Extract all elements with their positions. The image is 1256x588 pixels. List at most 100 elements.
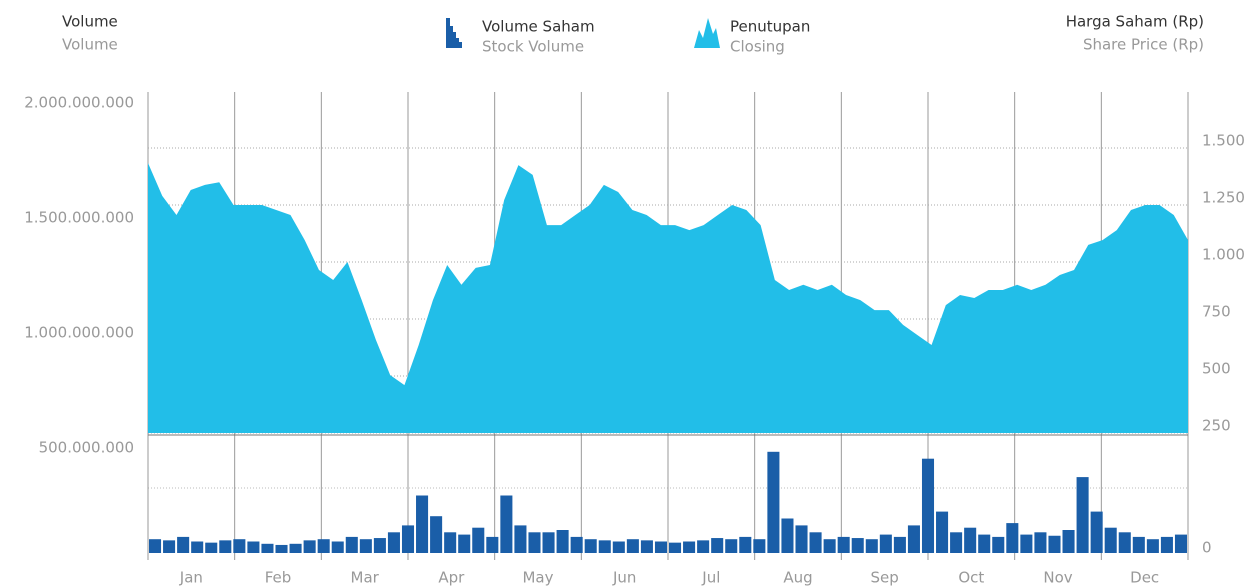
legend-label-alt: Stock Volume [482,38,584,56]
volume-bar [1006,523,1019,553]
volume-bar [570,536,583,553]
x-tick-label: May [522,569,553,587]
volume-bar [500,495,513,553]
legend-icon [694,18,720,48]
volume-bar [359,539,372,553]
volume-bar [964,527,977,553]
volume-bar [303,540,316,553]
y2-tick-label: 500 [1202,360,1231,378]
volume-bar [809,532,822,553]
volume-bar [879,534,892,553]
volume-bar [331,541,344,553]
volume-bar [401,525,415,553]
y2-tick-label: 1.500 [1202,132,1245,150]
volume-bar [1020,534,1033,553]
volume-bar [1048,535,1061,553]
y2-tick-label: 1.000 [1202,246,1245,264]
volume-bar [1076,477,1089,553]
closing-area [148,163,1188,433]
volume-bar [163,540,176,553]
legend-label: Volume Saham [482,18,595,36]
volume-bar [654,541,667,553]
y-tick-label: 2.000.000.000 [24,94,134,112]
x-tick-label: Sep [871,569,899,587]
x-tick-label: Apr [438,569,465,587]
volume-bar [317,539,330,553]
volume-bar [430,516,443,553]
x-tick-label: Jun [612,569,636,587]
volume-bar [373,538,386,553]
volume-bar [612,541,625,553]
y-tick-label: 500.000.000 [39,439,134,457]
y-tick-label: 0 [1202,539,1212,557]
volume-bar [739,536,752,553]
volume-bar [247,541,260,553]
volume-bar [865,539,878,553]
right-title: Harga Saham (Rp) [1066,13,1204,31]
volume-bar [683,541,696,553]
volume-bar [1034,532,1047,553]
volume-bar [921,458,935,553]
volume-bar [1146,539,1159,553]
volume-bar [149,539,162,553]
volume-bar [992,536,1005,553]
y2-tick-label: 1.250 [1202,189,1245,207]
legend: Volume Saham Stock Volume Penutupan Closing [446,18,810,56]
volume-bar [233,539,246,553]
x-tick-label: Dec [1130,569,1159,587]
volume-bar [795,525,808,553]
volume-bar [753,539,766,553]
volume-bar [444,532,457,553]
legend-label-alt: Closing [730,38,785,56]
x-tick-label: Mar [351,569,380,587]
y2-tick-label: 750 [1202,303,1231,321]
volume-bar [598,540,611,553]
y-tick-label: 1.000.000.000 [24,324,134,342]
x-tick-label: Oct [958,569,984,587]
y-tick-label: 1.500.000.000 [24,209,134,227]
volume-bar [584,539,597,553]
volume-bar [725,539,738,553]
volume-bar [556,530,569,553]
volume-bar [711,538,724,553]
x-tick-label: Feb [265,569,292,587]
volume-bar [1104,527,1117,553]
legend-icon [446,18,462,48]
x-tick-label: Jan [179,569,203,587]
volume-bar [177,536,190,553]
volume-bar [626,539,639,553]
x-tick-label: Nov [1043,569,1072,587]
volume-bar [275,544,288,553]
volume-bar [416,495,429,553]
left-title: Volume [62,13,118,31]
volume-bar [387,532,400,553]
volume-bar [640,540,653,553]
volume-bar [261,543,274,553]
volume-bar [907,525,920,553]
volume-bar [191,541,204,553]
volume-bar [486,536,499,553]
x-tick-label: Jul [701,569,720,587]
x-tick-label: Aug [783,569,812,587]
volume-bar [1118,532,1131,553]
volume-bar [289,543,302,553]
volume-bar [514,525,527,553]
volume-bar [978,534,991,553]
volume-bar [542,532,555,553]
volume-bar [219,540,232,553]
volume-bar [1132,536,1145,553]
volume-bar [851,538,864,553]
volume-bar [528,532,541,553]
legend-label: Penutupan [730,18,810,36]
volume-bar [345,536,358,553]
y2-tick-label: 250 [1202,417,1231,435]
volume-bar [1160,536,1173,553]
right-subtitle: Share Price (Rp) [1083,36,1204,54]
volume-bar [1062,530,1075,553]
volume-bar [205,542,218,553]
volume-bar [837,536,850,553]
volume-bar [697,540,710,553]
volume-bar [893,536,906,553]
